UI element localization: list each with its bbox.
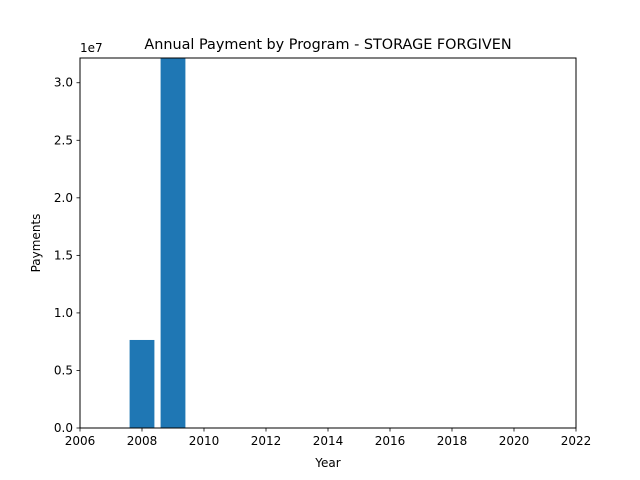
y-tick-label: 0.5 bbox=[54, 363, 73, 377]
x-tick-label: 2018 bbox=[437, 434, 468, 448]
y-axis-offset-label: 1e7 bbox=[80, 41, 103, 55]
x-tick-label: 2016 bbox=[375, 434, 406, 448]
x-tick-label: 2006 bbox=[65, 434, 96, 448]
y-tick-label: 1.0 bbox=[54, 306, 73, 320]
bar-2009 bbox=[160, 58, 186, 428]
chart-title: Annual Payment by Program - STORAGE FORG… bbox=[144, 37, 511, 53]
bar-2008 bbox=[129, 339, 155, 428]
x-tick-label: 2014 bbox=[313, 434, 344, 448]
x-tick-label: 2022 bbox=[561, 434, 592, 448]
plot-area bbox=[129, 58, 186, 428]
x-tick-label: 2008 bbox=[127, 434, 158, 448]
x-tick-label: 2012 bbox=[251, 434, 282, 448]
y-tick-label: 3.0 bbox=[54, 76, 73, 90]
y-tick-label: 2.0 bbox=[54, 191, 73, 205]
x-tick-label: 2020 bbox=[499, 434, 530, 448]
y-tick-label: 0.0 bbox=[54, 421, 73, 435]
x-axis-label: Year bbox=[314, 456, 340, 470]
y-axis-label: Payments bbox=[29, 214, 43, 273]
y-tick-label: 1.5 bbox=[54, 248, 73, 262]
x-tick-label: 2010 bbox=[189, 434, 220, 448]
y-tick-label: 2.5 bbox=[54, 133, 73, 147]
